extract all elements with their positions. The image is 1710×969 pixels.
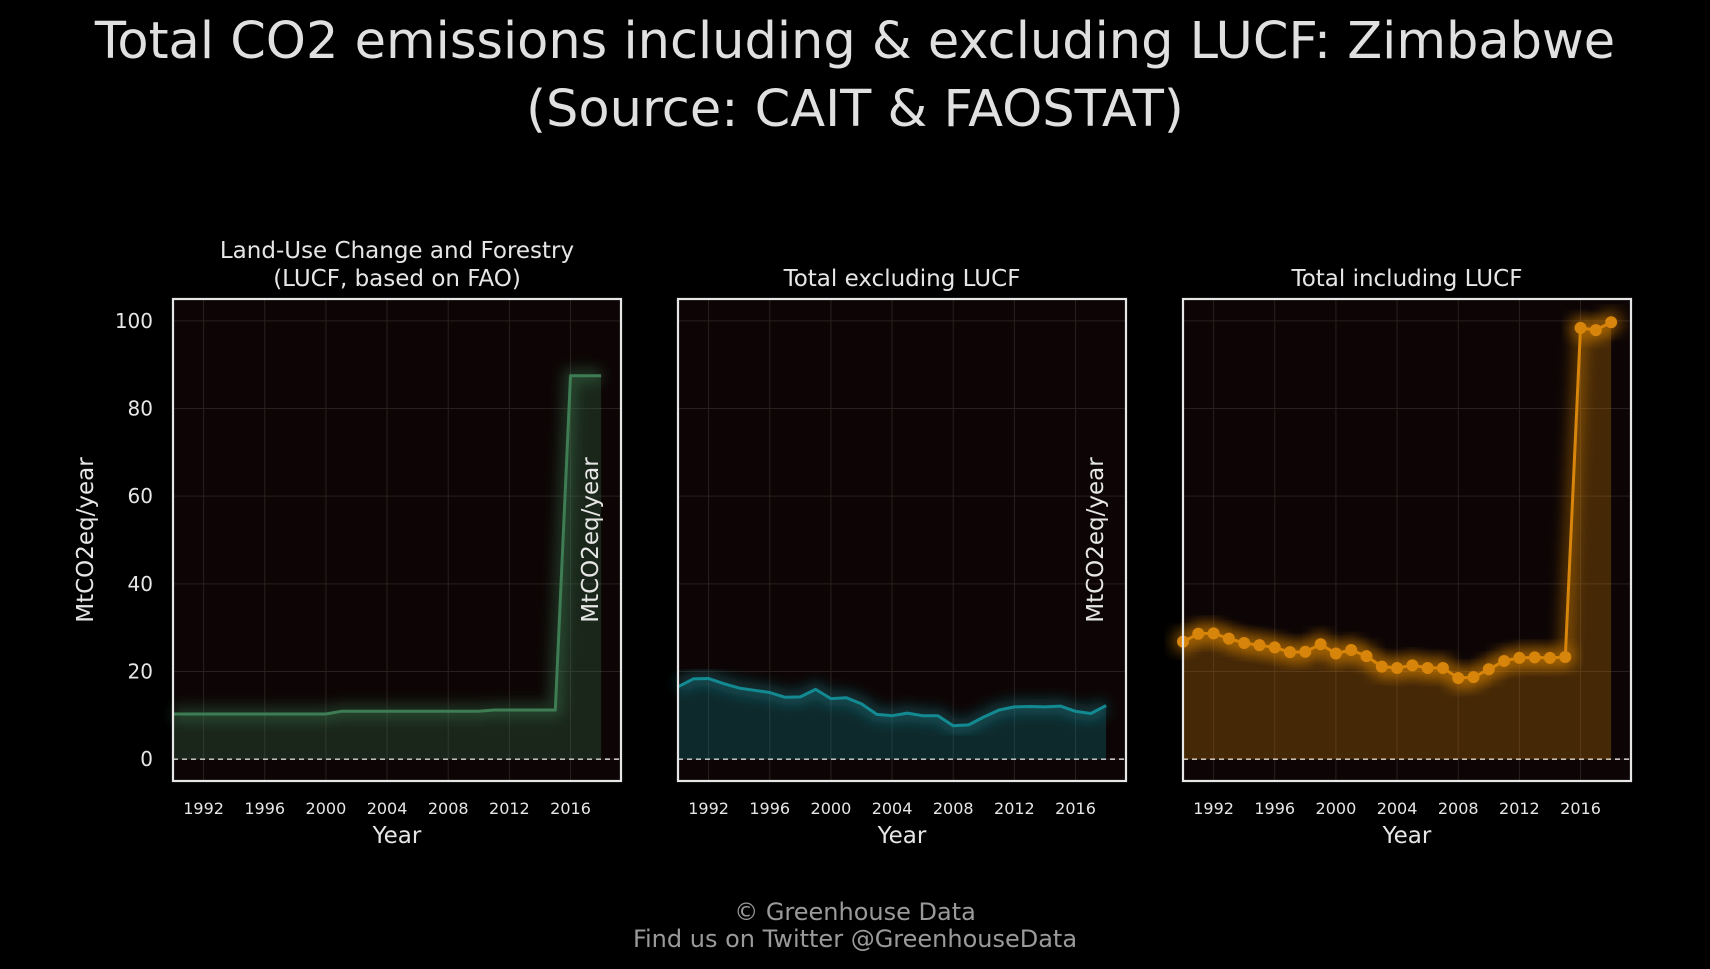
chart-title: Total CO2 emissions including & excludin… bbox=[0, 8, 1710, 144]
x-tick-label: 2016 bbox=[1560, 799, 1601, 818]
x-tick-label: 2004 bbox=[1377, 799, 1418, 818]
panel-1: Land-Use Change and Forestry(LUCF, based… bbox=[73, 238, 623, 849]
x-axis-label: Year bbox=[1382, 823, 1432, 849]
panel-title: Land-Use Change and Forestry bbox=[220, 238, 574, 264]
x-tick-label: 2004 bbox=[367, 799, 408, 818]
x-tick-label: 1996 bbox=[749, 799, 790, 818]
x-tick-label: 2012 bbox=[994, 799, 1035, 818]
plot-background bbox=[173, 299, 621, 781]
x-tick-label: 2004 bbox=[872, 799, 913, 818]
x-axis-label: Year bbox=[877, 823, 927, 849]
y-tick-label: 60 bbox=[128, 484, 153, 508]
x-tick-label: 2000 bbox=[1316, 799, 1357, 818]
y-tick-label: 0 bbox=[140, 747, 153, 771]
data-point bbox=[1314, 638, 1327, 651]
x-tick-label: 1992 bbox=[183, 799, 224, 818]
x-tick-label: 2016 bbox=[1055, 799, 1096, 818]
panel-2: Total excluding LUCF 1992 1996 2000 2004 2008… bbox=[578, 266, 1128, 849]
data-point bbox=[1436, 661, 1449, 674]
y-tick-label: 80 bbox=[128, 397, 153, 421]
x-tick-label: 1996 bbox=[244, 799, 285, 818]
x-tick-label: 2012 bbox=[1499, 799, 1540, 818]
panel-3: Total including LUCF 1992 1996 2000 2004 2008… bbox=[1083, 266, 1633, 849]
y-tick-label: 40 bbox=[128, 572, 153, 596]
credit-line: © Greenhouse Data bbox=[734, 898, 976, 926]
x-tick-label: 1992 bbox=[688, 799, 729, 818]
data-point bbox=[1299, 645, 1312, 658]
panel-title: Total including LUCF bbox=[1291, 266, 1523, 292]
x-tick-label: 1996 bbox=[1254, 799, 1295, 818]
panel-title: (LUCF, based on FAO) bbox=[273, 266, 521, 292]
data-point bbox=[1467, 671, 1480, 684]
y-axis-label: MtCO2eq/year bbox=[578, 457, 604, 623]
x-tick-label: 2000 bbox=[811, 799, 852, 818]
chart-title-line2: (Source: CAIT & FAOSTAT) bbox=[526, 80, 1184, 139]
plot-background bbox=[1183, 299, 1631, 781]
plot-frame bbox=[676, 297, 1128, 783]
data-point bbox=[1605, 316, 1618, 329]
twitter-handle: Find us on Twitter @GreenhouseData bbox=[632, 925, 1078, 953]
x-tick-label: 2012 bbox=[489, 799, 530, 818]
plot-frame bbox=[1181, 297, 1633, 783]
x-axis-label: Year bbox=[372, 823, 422, 849]
credits: © Greenhouse Data Find us on Twitter @Gr… bbox=[0, 899, 1710, 953]
data-point bbox=[1360, 650, 1373, 663]
series-line bbox=[173, 374, 602, 716]
data-point bbox=[1589, 324, 1602, 337]
y-axis-label: MtCO2eq/year bbox=[73, 457, 99, 623]
x-tick-label: 2008 bbox=[933, 799, 974, 818]
y-tick-label: 20 bbox=[128, 659, 153, 683]
x-tick-label: 2008 bbox=[428, 799, 469, 818]
x-tick-label: 2000 bbox=[306, 799, 347, 818]
chart-title-line1: Total CO2 emissions including & excludin… bbox=[94, 12, 1616, 71]
data-point bbox=[1482, 663, 1495, 676]
data-point bbox=[1559, 650, 1572, 663]
plot-frame bbox=[171, 297, 623, 783]
series-line bbox=[677, 677, 1107, 728]
x-tick-label: 2016 bbox=[550, 799, 591, 818]
x-tick-label: 1992 bbox=[1193, 799, 1234, 818]
panel-title: Total excluding LUCF bbox=[783, 266, 1021, 292]
x-tick-label: 2008 bbox=[1438, 799, 1479, 818]
y-tick-label: 100 bbox=[115, 309, 153, 333]
y-axis-label: MtCO2eq/year bbox=[1083, 457, 1109, 623]
